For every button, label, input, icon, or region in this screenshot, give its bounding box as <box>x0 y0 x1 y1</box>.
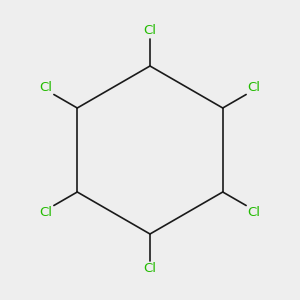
Text: Cl: Cl <box>248 206 260 219</box>
Text: Cl: Cl <box>143 25 157 38</box>
Text: Cl: Cl <box>40 81 52 94</box>
Text: Cl: Cl <box>40 206 52 219</box>
Text: Cl: Cl <box>248 81 260 94</box>
Text: Cl: Cl <box>143 262 157 275</box>
